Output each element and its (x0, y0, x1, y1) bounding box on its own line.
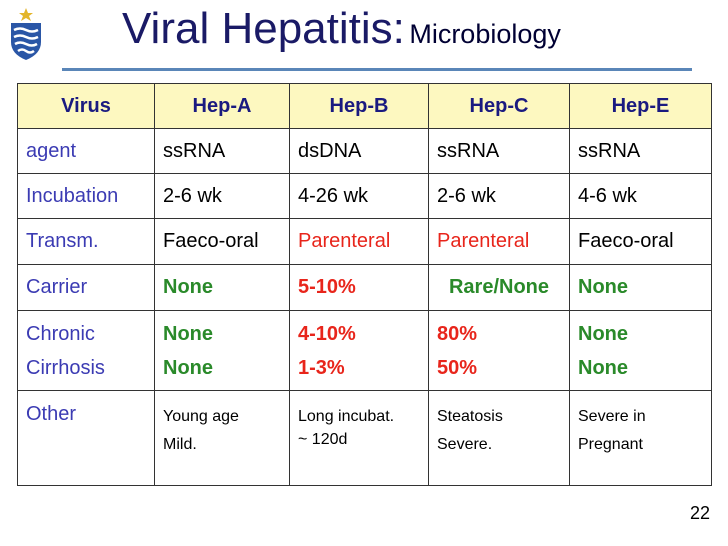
table-row-carrier: Carrier None 5-10% Rare/None None (17, 264, 712, 311)
title-main: Viral Hepatitis: (122, 4, 405, 53)
chronic-hep-e: None (578, 322, 628, 345)
cell-transm-hep-b: Parenteral (289, 218, 429, 265)
cell-other-hep-b: Long incubat. ~ 120d (289, 390, 429, 486)
row-label-transm: Transm. (17, 218, 155, 265)
chronic-hep-b: 4-10% (298, 322, 356, 345)
chronic-hep-c: 80% (437, 322, 478, 345)
cell-agent-hep-a: ssRNA (154, 128, 290, 174)
row-label-agent: agent (17, 128, 155, 174)
other-hep-a-line-1: Young age (163, 408, 239, 425)
chronic-hep-a: None (163, 322, 213, 345)
row-label-carrier: Carrier (17, 264, 155, 311)
cell-incubation-hep-e: 4-6 wk (569, 173, 712, 219)
row-label-cirrhosis: Cirrhosis (26, 356, 105, 379)
other-hep-e-line-2: Pregnant (578, 436, 643, 453)
title-subtitle: Microbiology (409, 19, 561, 49)
other-hep-c-line-2: Severe. (437, 436, 493, 453)
cell-chronic-hep-e: None None (569, 310, 712, 391)
hepatitis-table: Virus Hep-A Hep-B Hep-C Hep-E agent ssRN… (17, 83, 712, 486)
row-label-other: Other (17, 390, 155, 486)
table-row-other: Other Young age Mild. Long incubat. ~ 12… (17, 390, 712, 486)
other-hep-a-line-2: Mild. (163, 436, 197, 453)
row-label-chronic: Chronic (26, 322, 95, 345)
cirrhosis-hep-a: None (163, 356, 213, 379)
other-hep-c-line-1: Steatosis (437, 408, 503, 425)
cell-agent-hep-b: dsDNA (289, 128, 429, 174)
table-row-incubation: Incubation 2-6 wk 4-26 wk 2-6 wk 4-6 wk (17, 173, 712, 219)
header-hep-e: Hep-E (569, 83, 712, 129)
cell-carrier-hep-e: None (569, 264, 712, 311)
other-hep-e-line-1: Severe in (578, 408, 646, 425)
other-hep-b-line-1: Long incubat. (298, 408, 395, 425)
cell-carrier-hep-a: None (154, 264, 290, 311)
cell-chronic-hep-b: 4-10% 1-3% (289, 310, 429, 391)
cell-other-hep-a: Young age Mild. (154, 390, 290, 486)
table-row-transm: Transm. Faeco-oral Parenteral Parenteral… (17, 218, 712, 265)
other-hep-b-line-2: ~ 120d (298, 431, 348, 448)
cell-other-hep-c: Steatosis Severe. (428, 390, 570, 486)
cell-chronic-hep-a: None None (154, 310, 290, 391)
cell-other-hep-e: Severe in Pregnant (569, 390, 712, 486)
cirrhosis-hep-b: 1-3% (298, 356, 345, 379)
row-label-chronic-cirrhosis: Chronic Cirrhosis (17, 310, 155, 391)
page-number: 22 (690, 503, 711, 523)
table-row-agent: agent ssRNA dsDNA ssRNA ssRNA (17, 128, 712, 174)
cell-transm-hep-e: Faeco-oral (569, 218, 712, 265)
table-row-chronic-cirrhosis: Chronic Cirrhosis None None 4-10% 1-3% 8… (17, 310, 712, 391)
cirrhosis-hep-e: None (578, 356, 628, 379)
cell-carrier-hep-c: Rare/None (428, 264, 570, 311)
page-title: Viral Hepatitis: Microbiology (122, 4, 561, 64)
cell-agent-hep-e: ssRNA (569, 128, 712, 174)
header-hep-b: Hep-B (289, 83, 429, 129)
cirrhosis-hep-c: 50% (437, 356, 478, 379)
cell-agent-hep-c: ssRNA (428, 128, 570, 174)
header-hep-c: Hep-C (428, 83, 570, 129)
row-label-incubation: Incubation (17, 173, 155, 219)
header-hep-a: Hep-A (154, 83, 290, 129)
cell-transm-hep-a: Faeco-oral (154, 218, 290, 265)
cell-transm-hep-c: Parenteral (428, 218, 570, 265)
university-shield-logo-icon (11, 8, 41, 60)
cell-incubation-hep-b: 4-26 wk (289, 173, 429, 219)
table-header-row: Virus Hep-A Hep-B Hep-C Hep-E (17, 83, 712, 129)
title-divider (62, 68, 692, 71)
cell-chronic-hep-c: 80% 50% (428, 310, 570, 391)
cell-incubation-hep-c: 2-6 wk (428, 173, 570, 219)
cell-carrier-hep-b: 5-10% (289, 264, 429, 311)
cell-incubation-hep-a: 2-6 wk (154, 173, 290, 219)
header-virus: Virus (17, 83, 155, 129)
